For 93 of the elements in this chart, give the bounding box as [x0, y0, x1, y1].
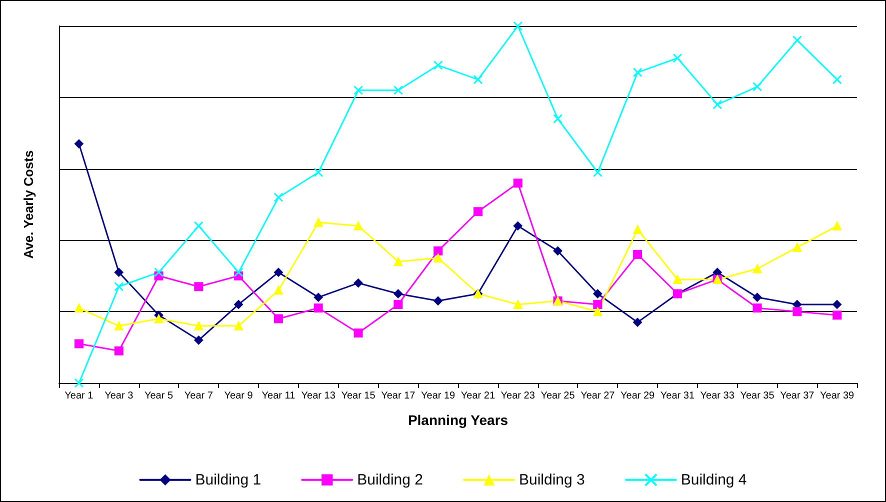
point	[633, 250, 642, 259]
point	[194, 336, 204, 345]
x-tick-label: Year 15	[341, 390, 376, 402]
x-tick-label: Year 33	[700, 390, 735, 402]
point	[114, 346, 124, 356]
point	[393, 86, 403, 96]
legend-label: Building 3	[519, 471, 585, 488]
point	[832, 300, 842, 309]
point	[274, 314, 283, 324]
y-axis-title: Ave. Yearly Costs	[21, 150, 36, 259]
point	[74, 304, 84, 313]
point	[513, 221, 522, 230]
point	[752, 264, 762, 274]
legend-label: Building 4	[680, 471, 747, 488]
x-axis-title: Planning Years	[408, 412, 508, 428]
x-tick-label: Year 9	[224, 390, 254, 402]
point	[194, 221, 204, 231]
point	[114, 268, 124, 277]
x-tick-label: Year 29	[620, 390, 656, 402]
x-tick-label: Year 21	[460, 390, 496, 402]
point	[434, 296, 443, 306]
x-tick-label: Year 27	[580, 390, 616, 402]
x-tick-label: Year 31	[660, 390, 695, 402]
point	[792, 242, 802, 252]
point	[274, 192, 284, 202]
point	[354, 221, 363, 230]
x-tick-label: Year 35	[740, 390, 775, 402]
point	[593, 307, 602, 316]
point	[314, 292, 323, 302]
point	[114, 282, 124, 292]
point	[194, 282, 204, 292]
point	[354, 328, 363, 338]
point	[792, 36, 802, 46]
point	[832, 74, 842, 84]
point	[513, 178, 522, 188]
point	[553, 114, 562, 124]
x-tick-label: Year 19	[420, 390, 456, 402]
point	[314, 168, 324, 178]
point	[154, 268, 164, 278]
legend-label: Building 1	[195, 471, 262, 488]
point	[394, 300, 403, 309]
point	[473, 74, 483, 84]
x-tick-label: Year 23	[500, 390, 536, 402]
point	[513, 300, 522, 309]
point	[314, 218, 323, 227]
point	[274, 268, 283, 277]
point	[234, 321, 244, 330]
x-tick-label: Year 13	[301, 390, 336, 402]
point	[553, 246, 562, 256]
point	[354, 86, 363, 96]
x-tick-label: Year 17	[381, 390, 416, 402]
x-tick-label: Year 5	[144, 390, 174, 402]
point	[434, 254, 443, 263]
point	[633, 318, 642, 327]
x-tick-label: Year 37	[780, 390, 815, 402]
point	[74, 339, 84, 348]
point	[513, 21, 523, 31]
point	[712, 100, 722, 110]
point	[114, 321, 124, 330]
point	[154, 314, 164, 324]
point	[593, 300, 602, 309]
point	[433, 60, 443, 70]
point	[354, 278, 363, 288]
point	[832, 221, 842, 230]
x-tick-label: Year 3	[104, 390, 134, 402]
point	[672, 53, 682, 63]
point	[592, 168, 602, 178]
point	[632, 68, 642, 78]
x-tick-label: Year 25	[540, 390, 576, 402]
x-tick-label: Year 11	[262, 390, 296, 402]
legend-label: Building 2	[357, 471, 424, 488]
point	[473, 207, 482, 216]
point	[752, 304, 762, 313]
point	[74, 139, 84, 148]
point	[394, 289, 403, 298]
point	[394, 257, 403, 266]
point	[593, 289, 602, 298]
x-tick-label: Year 7	[184, 390, 214, 402]
point	[74, 378, 84, 388]
point	[832, 310, 842, 320]
point	[792, 307, 802, 316]
point	[234, 300, 244, 309]
point	[633, 224, 642, 234]
point	[752, 292, 762, 302]
point	[672, 274, 682, 284]
point	[234, 268, 244, 278]
point	[752, 82, 762, 92]
point	[194, 321, 204, 330]
point	[434, 246, 443, 256]
point	[274, 286, 283, 295]
x-tick-label: Year 39	[820, 390, 855, 402]
x-tick-label: Year 1	[64, 390, 94, 402]
point	[314, 304, 323, 313]
